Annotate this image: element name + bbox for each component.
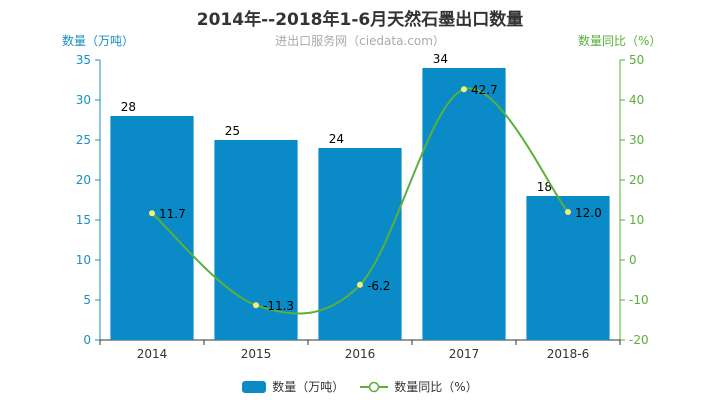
chart-title: 2014年--2018年1-6月天然石墨出口数量	[196, 10, 524, 30]
left-axis-tick-label: 15	[76, 213, 91, 227]
line-series	[151, 87, 569, 315]
x-axis-tick-label: 2017	[449, 347, 480, 361]
x-axis-tick-label: 2018-6	[547, 347, 590, 361]
right-axis-tick-label: 30	[629, 133, 644, 147]
x-axis-tick-label: 2015	[241, 347, 272, 361]
line-value-label: 12.0	[575, 206, 602, 220]
left-axis-tick-label: 0	[83, 333, 91, 347]
right-axis-tick-label: -20	[629, 333, 649, 347]
right-axis-tick-label: -10	[629, 293, 649, 307]
bar-value-label: 24	[329, 132, 344, 146]
right-axis-label: 数量同比（%）	[578, 34, 662, 48]
left-axis-tick-label: 30	[76, 93, 91, 107]
line-point	[461, 86, 467, 93]
legend-line-label: 数量同比（%）	[394, 380, 478, 394]
right-axis-tick-label: 0	[629, 253, 637, 267]
line-value-label: -6.2	[367, 279, 390, 293]
bar	[526, 196, 610, 340]
right-axis-tick-label: 40	[629, 93, 644, 107]
line-value-label: 42.7	[471, 83, 498, 97]
right-axis-tick-label: 10	[629, 213, 644, 227]
line-point	[565, 209, 571, 215]
chart-subtitle: 进出口服务网（ciedata.com）	[275, 34, 445, 48]
bar-value-label: 18	[537, 180, 552, 194]
right-axis-tick-label: 50	[629, 53, 644, 67]
bar	[318, 148, 402, 340]
legend-item-line[interactable]: 数量同比（%）	[360, 378, 478, 395]
legend-item-bar[interactable]: 数量（万吨）	[242, 378, 344, 395]
bar-value-label: 28	[121, 100, 136, 114]
bar-value-label: 34	[433, 52, 448, 66]
legend-bar-swatch	[242, 380, 267, 393]
right-axis-tick-label: 20	[629, 173, 644, 187]
line-value-label: -11.3	[263, 299, 294, 313]
left-axis-tick-label: 20	[76, 173, 91, 187]
line-point	[357, 281, 363, 288]
left-axis-tick-label: 10	[76, 253, 91, 267]
left-axis-tick-label: 5	[83, 293, 91, 307]
bar	[422, 68, 506, 340]
left-axis-tick-label: 25	[76, 133, 91, 147]
line-point	[149, 210, 155, 217]
bar-value-label: 25	[225, 124, 240, 138]
left-axis-tick-label: 35	[76, 53, 91, 67]
legend-line-swatch	[360, 381, 389, 392]
x-axis-tick-label: 2016	[345, 347, 376, 361]
legend: 数量（万吨） 数量同比（%）	[0, 378, 720, 395]
legend-bar-label: 数量（万吨）	[272, 380, 345, 394]
line-point	[253, 302, 259, 309]
left-axis-label: 数量（万吨）	[62, 34, 135, 48]
line-value-label: 11.7	[159, 207, 186, 221]
x-axis-tick-label: 2014	[137, 347, 168, 361]
bar	[110, 116, 194, 340]
